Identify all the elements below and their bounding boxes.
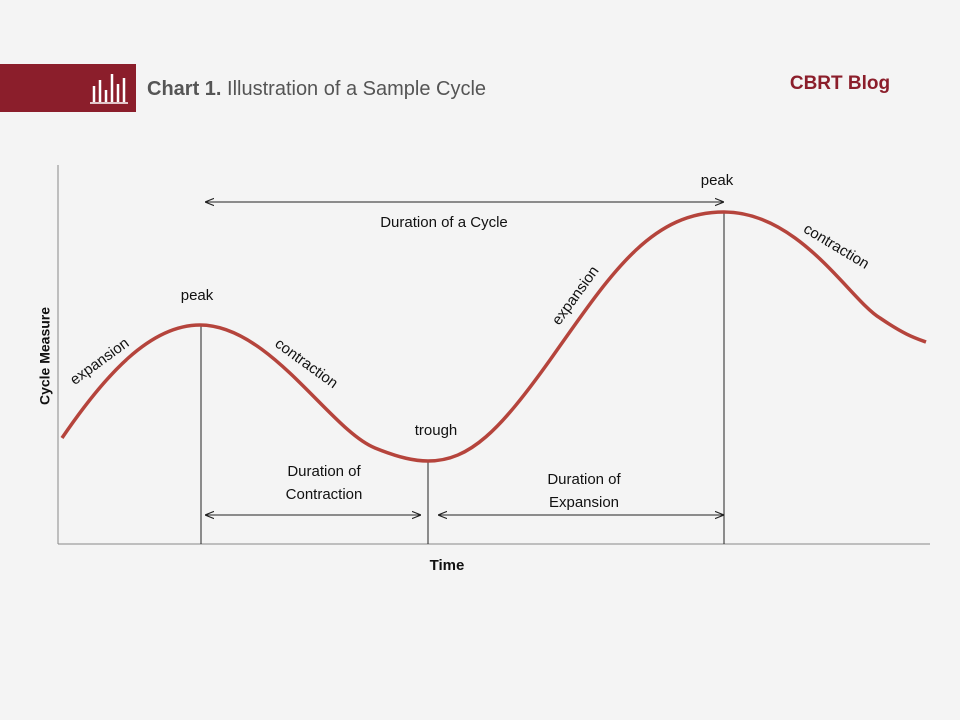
turning-point-label: peak — [181, 287, 214, 304]
y-axis-label: Cycle Measure — [37, 307, 53, 405]
duration-label: Duration of — [547, 471, 621, 488]
header-title: Chart 1. Illustration of a Sample Cycle — [147, 78, 486, 100]
title: Illustration of a Sample Cycle — [227, 78, 486, 100]
duration-label: Duration of a Cycle — [380, 214, 508, 231]
header-band — [0, 64, 136, 112]
x-axis-label: Time — [430, 557, 465, 574]
turning-point-label: trough — [415, 422, 458, 439]
brand: CBRT Blog — [790, 73, 890, 94]
chart-icon — [90, 74, 128, 104]
duration-label: Contraction — [286, 486, 363, 503]
duration-label: Duration of — [287, 463, 361, 480]
chart-label: Chart 1. — [147, 78, 221, 100]
cycle-curve — [60, 210, 927, 463]
turning-point-label: peak — [701, 172, 734, 189]
duration-label: Expansion — [549, 494, 619, 511]
